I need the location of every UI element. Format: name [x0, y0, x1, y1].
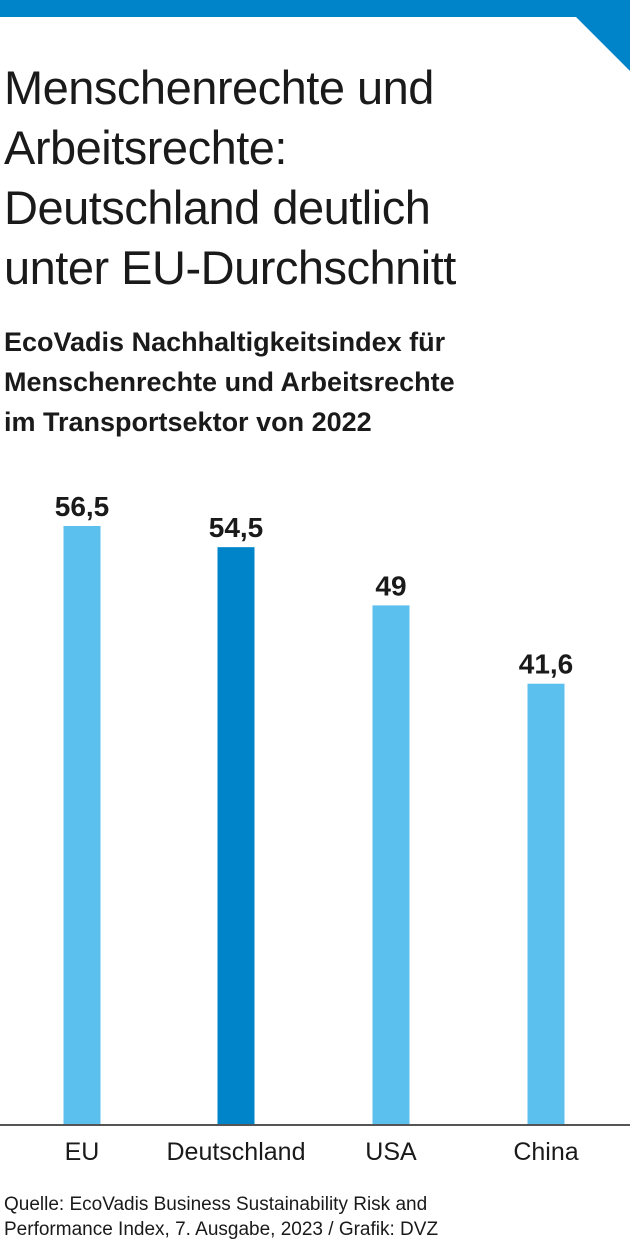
top-accent-bar: [0, 0, 630, 17]
value-label-eu: 56,5: [55, 491, 110, 522]
title-line: unter EU-Durchschnitt: [4, 241, 456, 294]
bar-china: [527, 683, 565, 1124]
title-line: Menschenrechte und: [4, 61, 434, 114]
subtitle-line: EcoVadis Nachhaltigkeitsindex für: [4, 327, 446, 357]
category-label-eu: EU: [65, 1138, 100, 1166]
bar-deutschland: [217, 547, 255, 1124]
value-label-usa: 49: [375, 570, 406, 601]
chart-title: Menschenrechte und Arbeitsrechte: Deutsc…: [4, 58, 584, 298]
bar-usa: [372, 605, 410, 1124]
chart-subtitle: EcoVadis Nachhaltigkeitsindex für Mensch…: [4, 322, 624, 442]
bar-eu: [63, 526, 101, 1124]
bar-chart: 56,5 EU 54,5 Deutschland 49 USA 41,6 China: [0, 491, 630, 1166]
value-label-china: 41,6: [519, 649, 574, 680]
source-line: Performance Index, 7. Ausgabe, 2023 / Gr…: [4, 1219, 439, 1240]
corner-accent: [576, 17, 630, 71]
category-label-deutschland: Deutschland: [167, 1138, 306, 1166]
title-line: Deutschland deutlich: [4, 181, 431, 234]
source-note: Quelle: EcoVadis Business Sustainability…: [4, 1192, 624, 1242]
category-label-usa: USA: [365, 1138, 417, 1166]
subtitle-line: Menschenrechte und Arbeitsrechte: [4, 367, 455, 397]
category-label-china: China: [513, 1138, 578, 1166]
value-label-deutschland: 54,5: [209, 512, 264, 543]
source-line: Quelle: EcoVadis Business Sustainability…: [4, 1194, 428, 1215]
title-line: Arbeitsrechte:: [4, 121, 287, 174]
subtitle-line: im Transportsektor von 2022: [4, 407, 372, 437]
